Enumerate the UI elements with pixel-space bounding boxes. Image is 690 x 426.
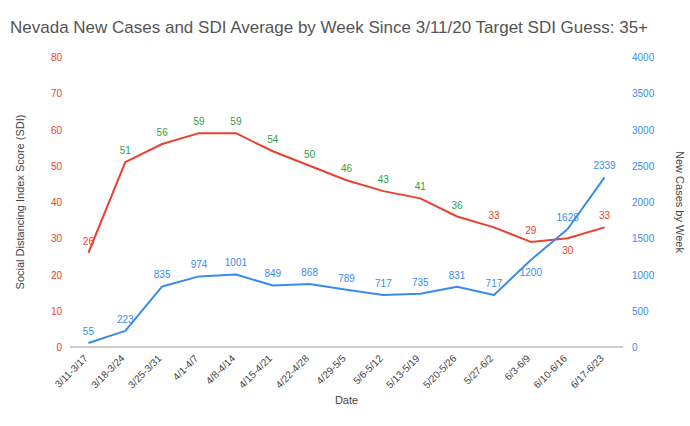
data-label: 46 [341,163,353,174]
data-label: 59 [230,116,242,127]
y2-tick-label: 1500 [632,233,655,244]
data-label: 789 [338,273,355,284]
title: Nevada New Cases and SDI Average by Week… [10,18,648,37]
y2-tick-label: 2000 [632,197,655,208]
y-tick-label: 70 [51,88,63,99]
x-tick-label: 5/27-6/2 [462,352,496,386]
data-label: 849 [264,268,281,279]
data-label: 50 [304,149,316,160]
data-label: 835 [154,269,171,280]
x-tick-label: 3/18-3/24 [89,352,127,390]
data-label: 1001 [225,257,248,268]
data-label: 30 [562,245,574,256]
x-tick-label: 4/15-4/21 [237,352,275,390]
y2-tick-label: 3500 [632,88,655,99]
x-axis-title: Date [335,394,358,406]
x-tick-label: 4/1-4/7 [171,352,201,382]
y-tick-label: 50 [51,161,63,172]
data-label: 55 [83,326,95,337]
y-tick-label: 0 [56,342,62,353]
data-label: 54 [267,134,279,145]
x-tick-label: 4/29-5/5 [314,352,348,386]
data-label: 868 [301,267,318,278]
data-label: 1200 [520,267,543,278]
data-label: 59 [193,116,205,127]
x-tick-label: 3/11-3/17 [53,352,90,389]
y-tick-label: 40 [51,197,63,208]
series-line [88,177,604,343]
data-label: 717 [375,278,392,289]
y-tick-label: 60 [51,125,63,136]
x-tick-label: 6/3-6/9 [502,352,532,382]
data-label: 56 [157,127,169,138]
plot-area [88,133,604,343]
x-tick-label: 6/17-6/23 [568,352,606,390]
data-label: 51 [120,145,132,156]
data-labels: 26 51 56 59 59 54 50 46 43 41 36 33 29 30 33 55 223 835 97… [83,116,616,337]
x-tick-label: 5/6-5/12 [351,352,385,386]
y-tick-label: 10 [51,306,63,317]
y2-tick-label: 4000 [632,52,655,63]
y-tick-label: 80 [51,52,63,63]
y2-tick-label: 3000 [632,125,655,136]
y-tick-label: 30 [51,233,63,244]
x-tick-label: 5/13-5/19 [384,352,422,390]
data-label: 43 [378,174,390,185]
y2-axis-title: New Cases by Week [674,151,686,253]
x-tick-label: 6/10-6/16 [531,352,569,390]
data-label: 36 [452,200,464,211]
y2-tick-label: 1000 [632,270,655,281]
data-label: 26 [83,236,95,247]
x-tick-label: 5/20-5/26 [421,352,459,390]
data-label: 974 [191,259,208,270]
y2-tick-label: 500 [632,306,649,317]
data-label: 735 [412,277,429,288]
data-label: 29 [525,225,537,236]
data-label: 223 [117,314,134,325]
data-label: 831 [449,270,466,281]
data-label: 33 [488,210,500,221]
data-label: 41 [415,181,427,192]
x-axis-line [70,347,623,348]
y2-tick-label: 0 [632,342,638,353]
y2-tick-label: 2500 [632,161,655,172]
data-label: 1628 [557,212,580,223]
data-label: 717 [486,278,503,289]
chart: Nevada New Cases and SDI Average by Week… [0,0,690,426]
x-tick-label: 3/25-3/31 [126,352,164,390]
data-label: 2339 [593,160,616,171]
y-tick-label: 20 [51,270,63,281]
series-line [88,133,604,253]
x-tick-label: 4/22-4/28 [273,352,311,390]
y-axis-title: Social Distancing Index Score (SDI) [14,115,26,290]
x-tick-label: 4/8-4/14 [204,352,238,386]
data-label: 33 [599,210,611,221]
background [0,0,690,426]
